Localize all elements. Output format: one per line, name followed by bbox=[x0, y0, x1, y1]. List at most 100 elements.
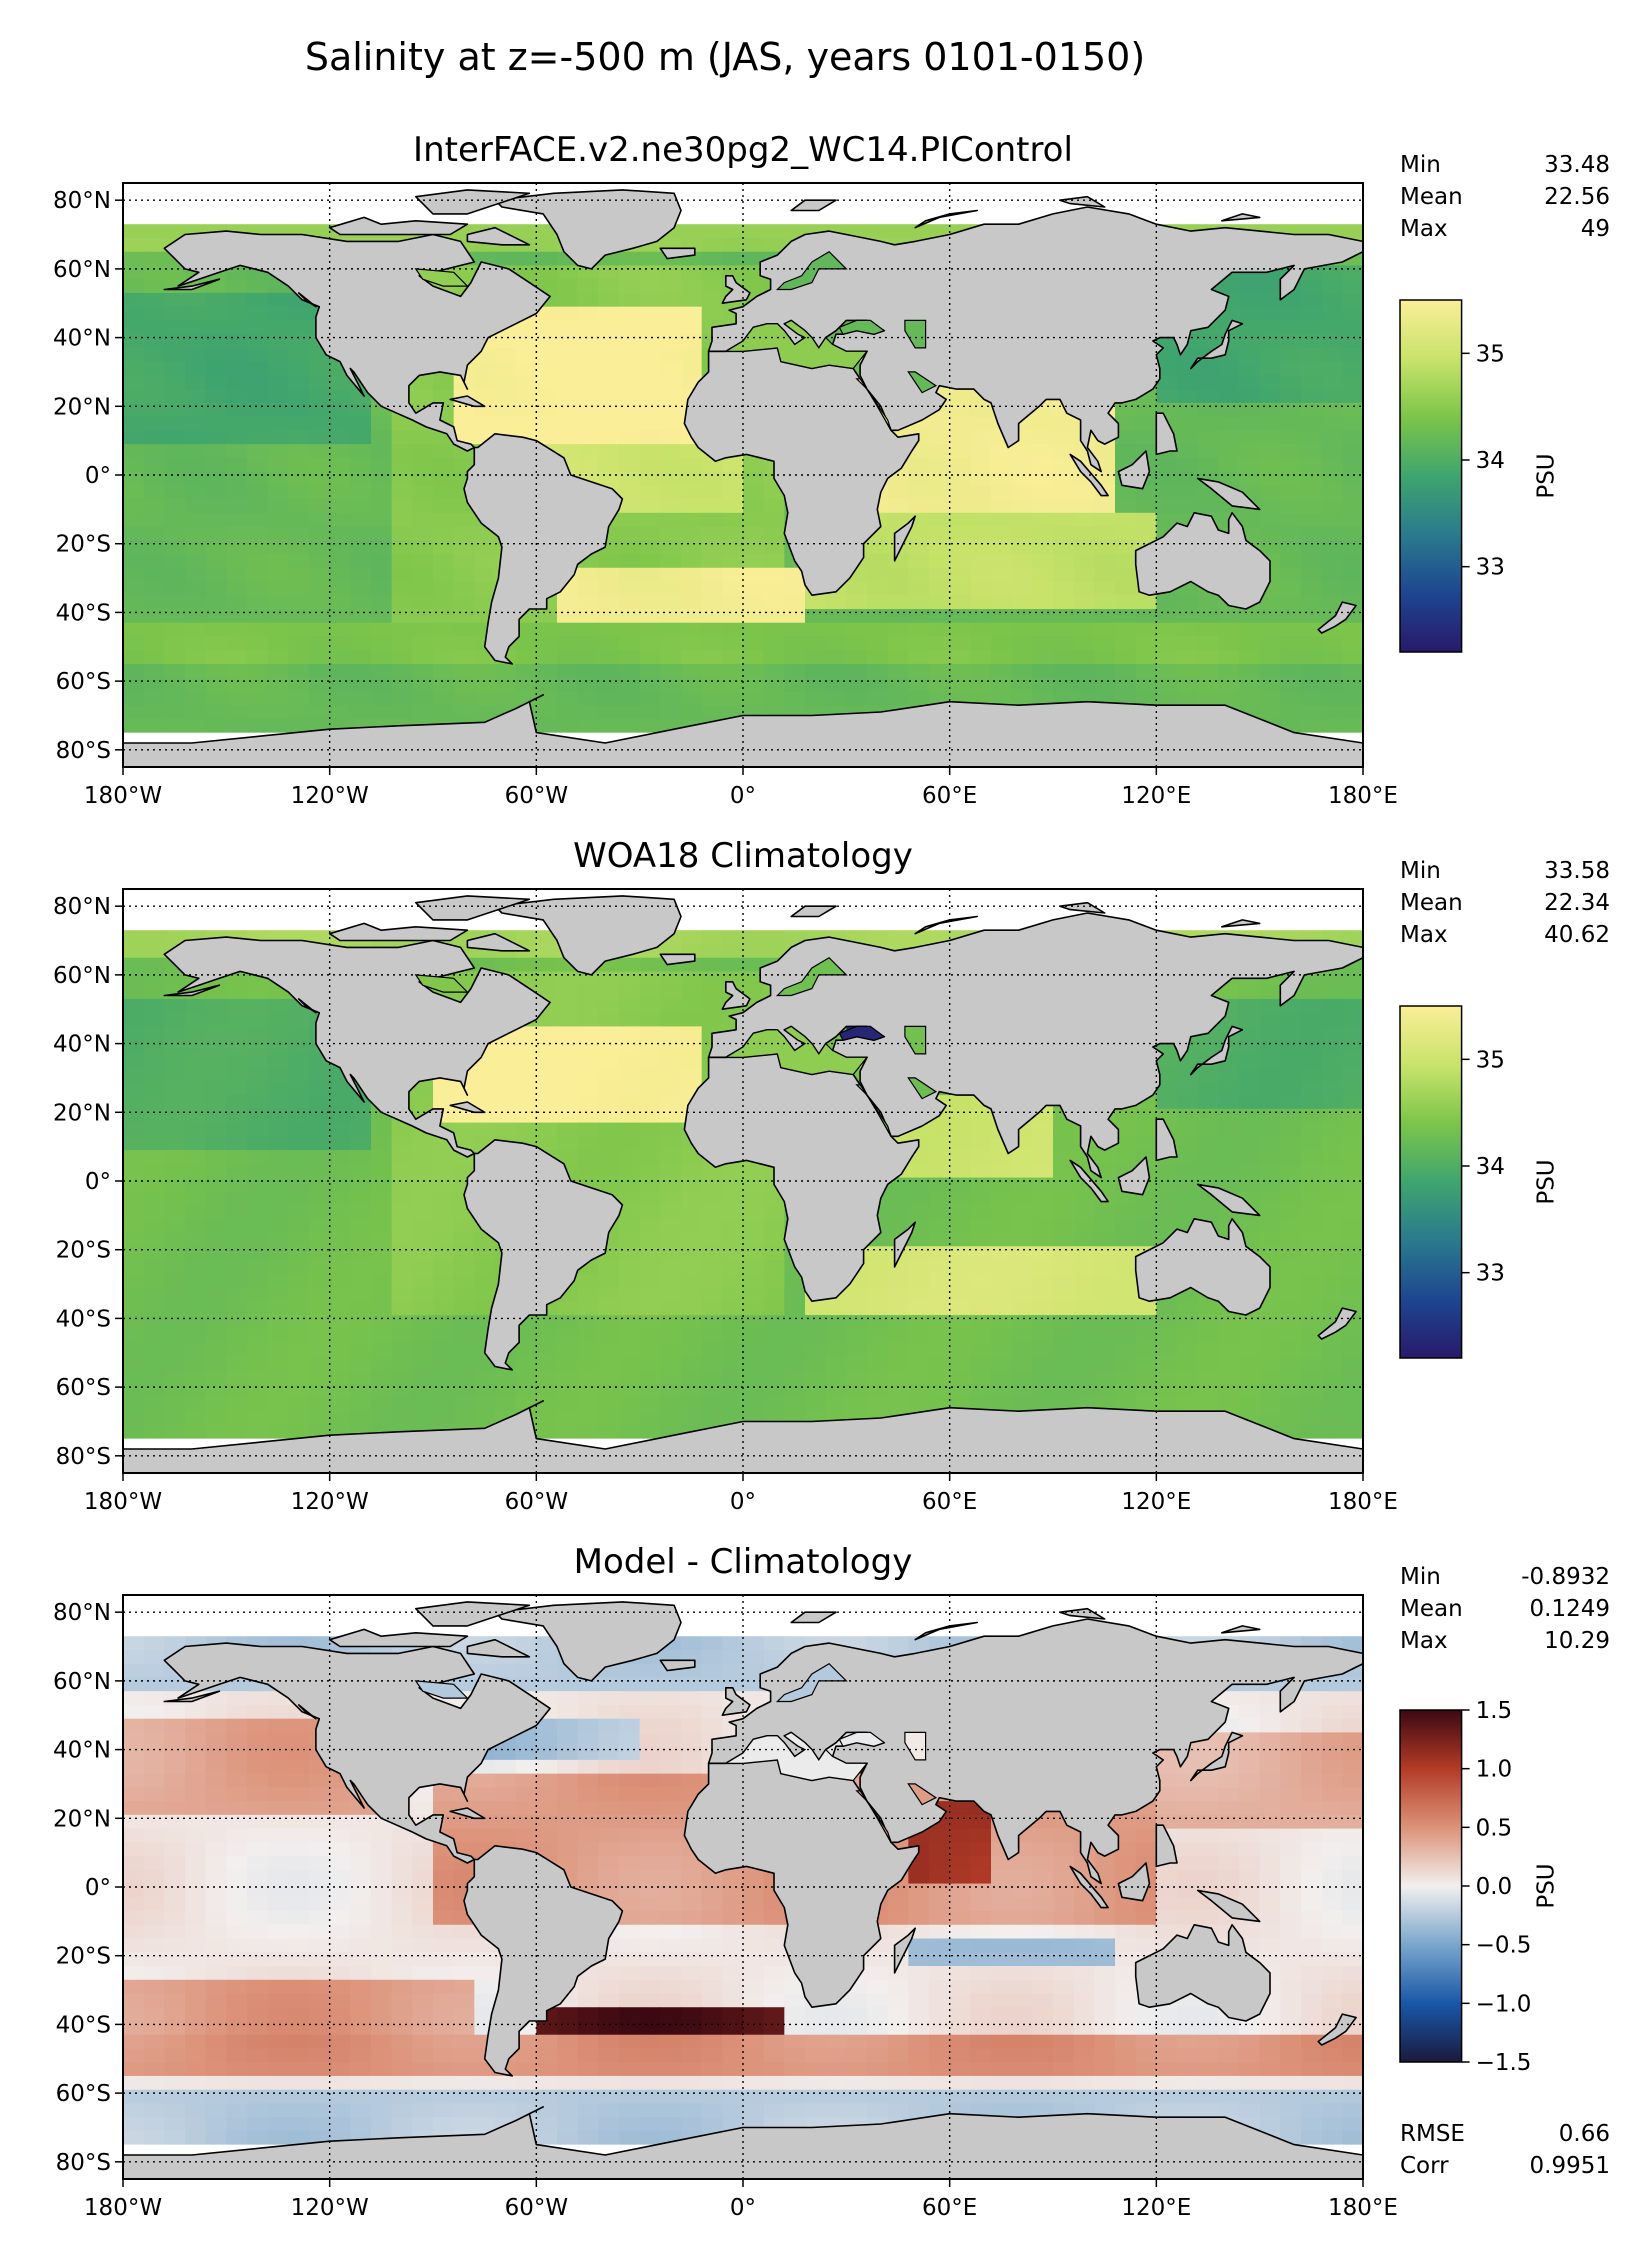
field-cell bbox=[267, 526, 289, 541]
field-cell bbox=[185, 1136, 207, 1151]
field-cell bbox=[908, 1163, 930, 1179]
field-cell bbox=[309, 402, 331, 418]
field-cell bbox=[1032, 1122, 1054, 1137]
panel-title: InterFACE.v2.ne30pg2_WC14.PIControl bbox=[413, 130, 1073, 170]
field-cell bbox=[247, 1342, 269, 1357]
field-cell bbox=[805, 1369, 827, 1385]
field-cell bbox=[185, 306, 207, 322]
field-cell bbox=[1032, 677, 1054, 693]
field-cell bbox=[1301, 1397, 1323, 1412]
field-cell bbox=[1115, 554, 1137, 569]
field-cell bbox=[123, 320, 145, 335]
field-cell bbox=[433, 1287, 455, 1302]
field-cell bbox=[908, 499, 930, 514]
field-cell bbox=[660, 554, 682, 569]
field-cell bbox=[1301, 1328, 1323, 1344]
field-cell bbox=[143, 416, 165, 431]
field-cell bbox=[1094, 902, 1116, 918]
field-cell bbox=[846, 581, 868, 596]
field-cell bbox=[1239, 1383, 1261, 1399]
field-cell bbox=[185, 1163, 207, 1179]
field-cell bbox=[639, 1136, 661, 1151]
field-cell bbox=[371, 705, 393, 720]
field-cell bbox=[1301, 1012, 1323, 1028]
field-cell bbox=[577, 985, 599, 1000]
field-cell bbox=[577, 1301, 599, 1316]
field-cell bbox=[350, 554, 372, 569]
field-cell bbox=[908, 1397, 930, 1412]
field-cell bbox=[164, 1328, 186, 1344]
field-cell bbox=[846, 183, 868, 198]
field-cell bbox=[991, 444, 1013, 459]
field-cell bbox=[1094, 196, 1116, 212]
field-cell bbox=[247, 1301, 269, 1316]
field-cell bbox=[1280, 1012, 1302, 1028]
field-cell bbox=[929, 1150, 951, 1165]
field-cell bbox=[557, 1122, 579, 1137]
field-cell bbox=[598, 389, 620, 404]
field-cell bbox=[1177, 1081, 1199, 1096]
field-cell bbox=[1197, 1301, 1219, 1316]
field-cell bbox=[226, 636, 248, 651]
field-cell bbox=[164, 389, 186, 404]
field-cell bbox=[474, 554, 496, 569]
field-cell bbox=[1073, 1246, 1095, 1261]
field-cell bbox=[1280, 1026, 1302, 1041]
field-cell bbox=[1156, 389, 1178, 404]
field-cell bbox=[226, 1369, 248, 1385]
field-cell bbox=[1259, 1163, 1281, 1179]
field-cell bbox=[371, 1191, 393, 1206]
field-cell bbox=[763, 1342, 785, 1357]
field-cell bbox=[329, 485, 351, 500]
field-cell bbox=[1135, 1328, 1157, 1344]
field-cell bbox=[123, 457, 145, 473]
field-cell bbox=[412, 1177, 434, 1192]
field-cell bbox=[991, 1232, 1013, 1247]
field-cell bbox=[309, 930, 331, 945]
panel-title: WOA18 Climatology bbox=[573, 836, 913, 876]
field-cell bbox=[1011, 691, 1033, 706]
field-cell bbox=[226, 306, 248, 322]
field-cell bbox=[577, 1411, 599, 1426]
field-cell bbox=[226, 554, 248, 569]
field-cell bbox=[619, 416, 641, 431]
field-cell bbox=[391, 1218, 413, 1234]
field-cell bbox=[1321, 457, 1343, 473]
field-cell bbox=[1321, 292, 1343, 308]
field-cell bbox=[1177, 916, 1199, 931]
field-cell bbox=[991, 1369, 1013, 1385]
field-cell bbox=[1135, 650, 1157, 665]
field-cell bbox=[970, 1383, 992, 1399]
field-cell bbox=[722, 237, 744, 253]
field-cell bbox=[701, 540, 723, 555]
field-cell bbox=[1301, 334, 1323, 349]
field-cell bbox=[1239, 622, 1261, 638]
field-cell bbox=[412, 1205, 434, 1220]
field-cell bbox=[1239, 608, 1261, 624]
field-cell bbox=[515, 622, 537, 638]
field-cell bbox=[639, 1067, 661, 1082]
field-cell bbox=[1156, 499, 1178, 514]
field-cell bbox=[1053, 1122, 1075, 1137]
field-cell bbox=[1259, 1356, 1281, 1371]
lat-tick-label: 40°N bbox=[53, 326, 111, 352]
field-cell bbox=[1011, 1369, 1033, 1385]
field-cell bbox=[557, 389, 579, 404]
field-cell bbox=[309, 622, 331, 638]
field-cell bbox=[619, 375, 641, 390]
field-cell bbox=[1239, 306, 1261, 322]
field-cell bbox=[391, 705, 413, 720]
field-cell bbox=[991, 540, 1013, 555]
field-cell bbox=[1011, 1163, 1033, 1179]
field-cell bbox=[453, 526, 475, 541]
field-cell bbox=[226, 608, 248, 624]
field-cell bbox=[598, 718, 620, 734]
field-cell bbox=[660, 971, 682, 986]
field-cell bbox=[681, 930, 703, 945]
land-polygon bbox=[659, 247, 696, 260]
field-cell bbox=[1239, 1026, 1261, 1041]
field-cell bbox=[1115, 581, 1137, 596]
field-cell bbox=[701, 998, 723, 1014]
field-cell bbox=[350, 499, 372, 514]
field-cell bbox=[660, 444, 682, 459]
